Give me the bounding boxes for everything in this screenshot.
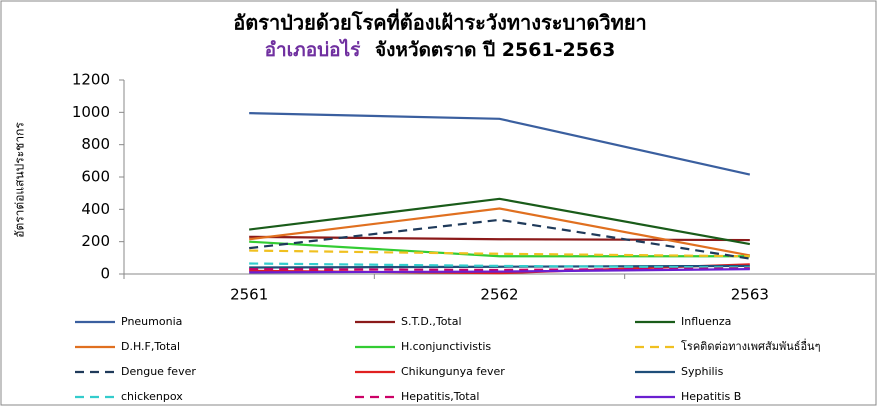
chart-title: อัตราป่วยด้วยโรคที่ต้องเฝ้าระวังทางระบาด…	[233, 8, 647, 35]
legend-label: H.conjunctivistis	[401, 340, 491, 353]
series-line	[249, 249, 750, 258]
legend-label: S.T.D.,Total	[401, 315, 462, 328]
legend-label: chickenpox	[121, 390, 183, 403]
y-tick-label: 200	[81, 232, 110, 250]
legend-label: Influenza	[681, 315, 731, 328]
series-line	[249, 262, 750, 269]
y-tick-label: 600	[81, 168, 110, 186]
y-tick-label: 0	[100, 265, 110, 283]
series-line	[249, 207, 751, 257]
y-tick-label: 400	[81, 200, 110, 218]
y-tick-label: 1000	[72, 103, 110, 121]
chart-subtitle: อำเภอบ่อไร่ จังหวัดตราด ปี 2561-2563	[265, 38, 616, 61]
x-tick-label: 2562	[480, 286, 518, 304]
series-line	[249, 264, 750, 269]
legend-label: Dengue fever	[121, 365, 196, 378]
series-line	[249, 268, 750, 274]
legend-label: Pneumonia	[121, 315, 182, 328]
legend-label: Syphilis	[681, 365, 724, 378]
x-tick-label: 2561	[230, 286, 268, 304]
y-axis-label: อัตราต่อแสนประชากร	[13, 122, 27, 238]
x-tick-label: 2563	[731, 286, 769, 304]
subtitle-rest: จังหวัดตราด ปี 2561-2563	[375, 39, 615, 61]
legend-label: โรคติดต่อทางเพศสัมพันธ์อื่นๆ	[681, 338, 821, 353]
y-tick-label: 800	[81, 135, 110, 153]
y-tick-label: 1200	[72, 71, 110, 89]
legend-label: Chikungunya fever	[401, 365, 505, 378]
series-line	[249, 218, 751, 260]
series-line	[249, 112, 751, 176]
legend-label: D.H.F,Total	[121, 340, 180, 353]
legend-label: Hepatitis B	[681, 390, 741, 403]
series-line	[249, 240, 750, 258]
legend-label: Hepatitis,Total	[401, 390, 479, 403]
series-line	[249, 197, 751, 246]
subtitle-place: อำเภอบ่อไร่	[265, 38, 362, 61]
series-line	[249, 267, 750, 272]
